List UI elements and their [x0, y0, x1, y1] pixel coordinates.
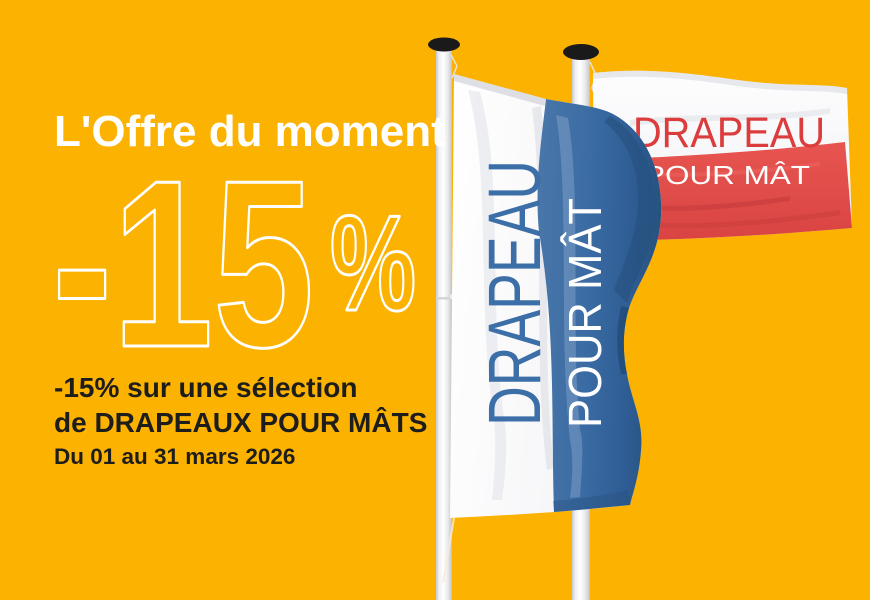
- horizontal-flag-fold: [640, 210, 840, 229]
- vertical-flag-fold: [468, 90, 507, 500]
- flagpole-right-cap: [563, 44, 599, 60]
- vertical-flag-subtitle-text: POUR MÂT: [559, 198, 611, 428]
- discount-value: -15: [52, 132, 314, 397]
- flagpole-left-rope: [450, 54, 458, 79]
- offer-validity-dates: Du 01 au 31 mars 2026: [54, 444, 296, 469]
- offer-title: L'Offre du moment: [54, 107, 446, 156]
- horizontal-flag-fold: [593, 70, 847, 94]
- horizontal-flag-fold: [620, 162, 820, 177]
- vertical-flag-fold: [532, 106, 554, 470]
- vertical-flag-fold: [617, 306, 629, 374]
- horizontal-flag-subtitle-text: POUR MÂT: [644, 160, 810, 190]
- flagpole-left-cord: [442, 517, 455, 584]
- discount-percent-sign: %: [330, 187, 416, 339]
- vertical-flag-fold: [454, 74, 546, 106]
- flagpole-left-shaft: [436, 48, 452, 600]
- offer-description: -15% sur une sélection de DRAPEAUX POUR …: [54, 370, 427, 440]
- discount-badge: -15 %: [51, 131, 418, 399]
- flagpole-left-joint: [436, 297, 452, 300]
- offer-description-line1: -15% sur une sélection: [54, 372, 358, 403]
- vertical-flag-fold: [604, 116, 656, 303]
- vertical-flag-brand-text: DRAPEAU: [473, 160, 556, 426]
- vertical-flag: DRAPEAU POUR MÂT: [450, 74, 662, 518]
- offer-description-line2: de DRAPEAUX POUR MÂTS: [54, 407, 428, 438]
- horizontal-flag-brand-text: DRAPEAU: [633, 109, 825, 157]
- horizontal-flag-fold: [630, 108, 830, 126]
- vertical-flag-fold: [556, 115, 583, 498]
- vertical-flag-fold: [553, 490, 630, 512]
- flagpole-left-cap: [428, 37, 460, 52]
